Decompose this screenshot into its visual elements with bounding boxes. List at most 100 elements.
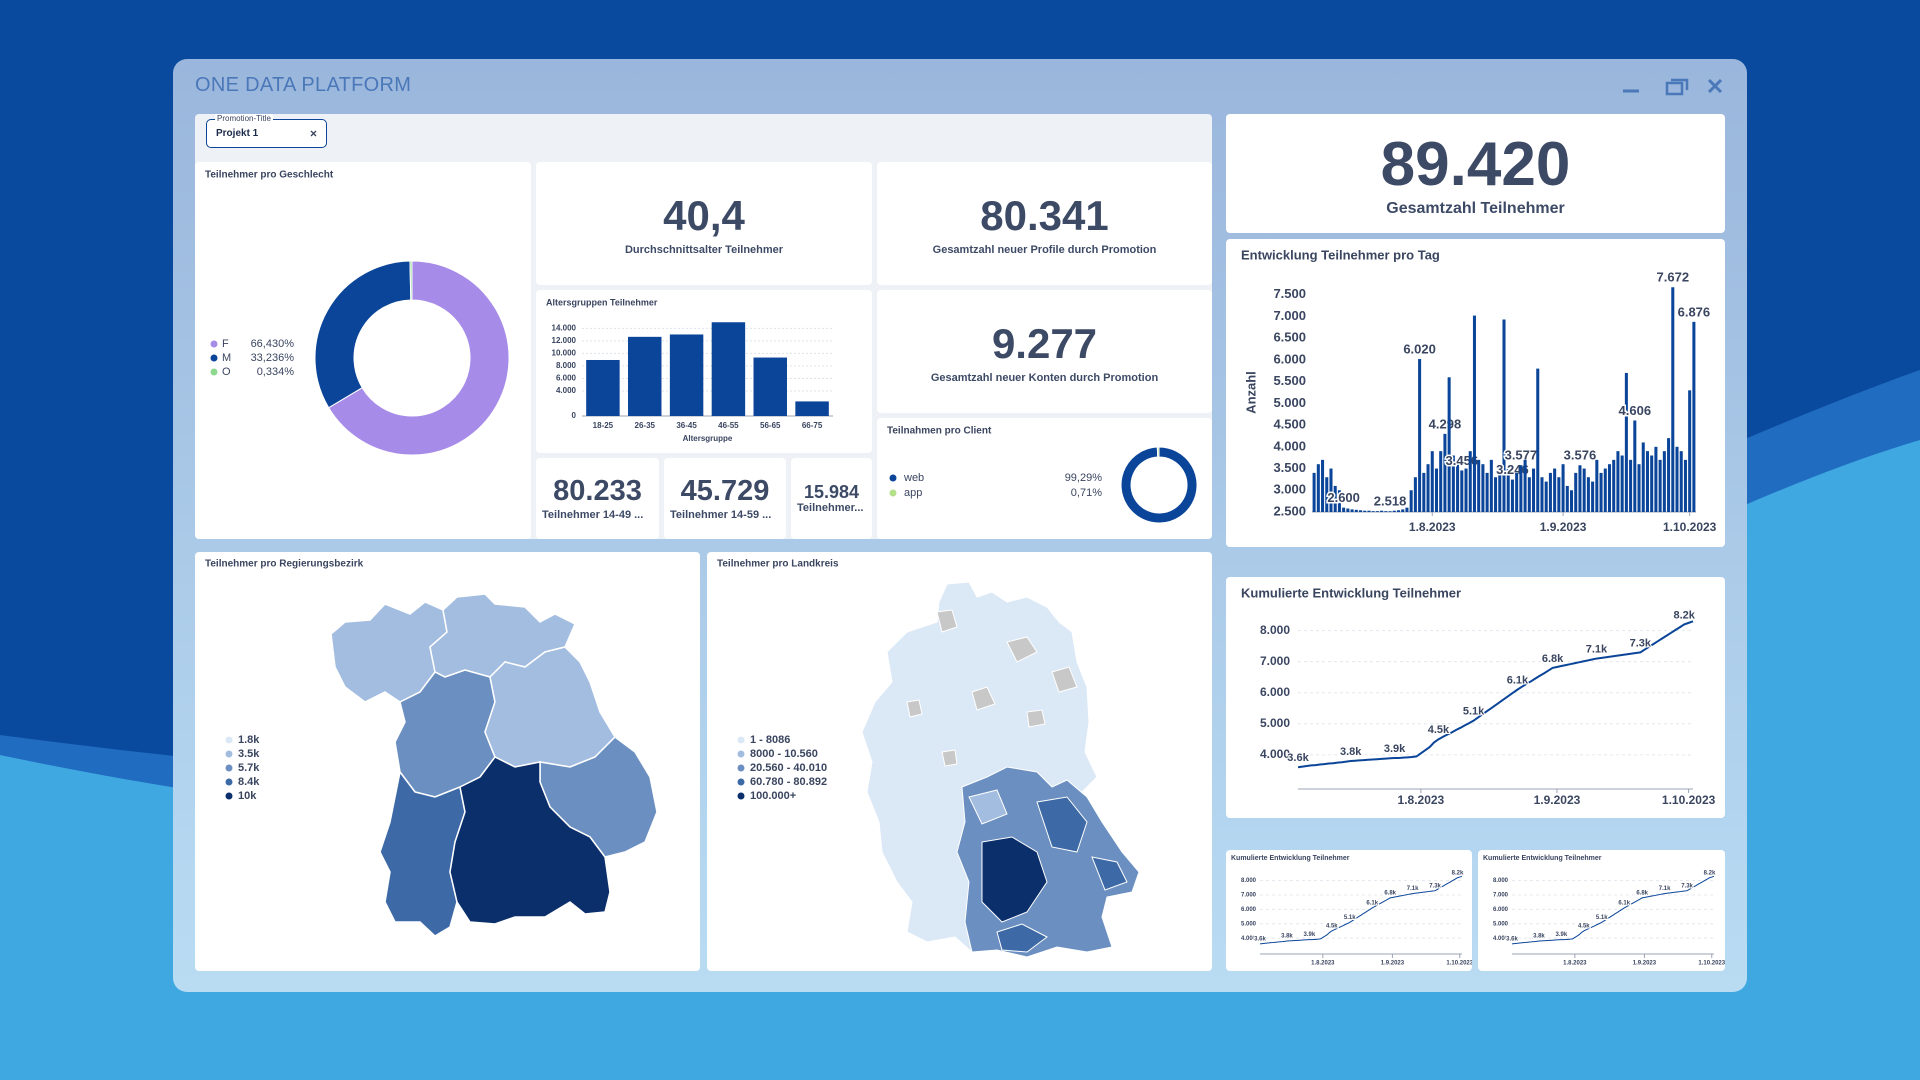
data-label: 5.1k [1596,915,1608,921]
legend-label: M [222,352,231,364]
data-label: 6.1k [1618,901,1630,907]
bar [1553,468,1557,512]
donut-slice [1156,446,1160,458]
legend-value: 99,29% [1065,472,1103,484]
bar [1422,472,1426,512]
bar [1675,446,1679,512]
chart-title: Kumulierte Entwicklung Teilnehmer [1241,585,1461,600]
legend-value: 66,430% [251,338,295,350]
bar [1658,459,1662,512]
legend-dot [210,340,218,348]
bar [1354,509,1358,512]
y-tick-label: 5.500 [1273,373,1306,388]
data-label: 3.6k [1506,937,1518,943]
bar [1502,319,1506,512]
y-tick-label: 7.000 [1260,654,1290,668]
bar [1333,485,1337,512]
bar [1312,472,1316,512]
bar [1595,459,1599,512]
x-tick-label: 26-35 [635,421,656,430]
mini-chart: Kumulierte Entwicklung Teilnehmer 4.000 5.… [1231,855,1472,967]
data-label: 7.672 [1657,270,1690,285]
data-label: 5.1k [1344,915,1356,921]
legend-dot [225,750,233,758]
bar [795,401,829,416]
daily-panel: Entwicklung Teilnehmer pro Tag 2.500 3.000… [1226,239,1725,547]
data-label: 6.876 [1678,304,1711,319]
bar [1607,464,1612,512]
data-label: 2.600 [1327,490,1360,505]
bar [1515,472,1519,512]
bar [1460,470,1464,512]
legend-dot [737,736,745,744]
data-label: 3.8k [1340,746,1362,758]
bar [1380,510,1384,512]
bar [753,357,787,416]
y-tick-label: 5.000 [1241,921,1257,927]
data-label: 3.577 [1505,448,1538,463]
age-panel: Altersgruppen Teilnehmer 0 4.000 6.000 8.000… [536,290,872,453]
legend-label: F [222,338,229,350]
daily-chart: Entwicklung Teilnehmer pro Tag 2.500 3.000… [1241,247,1717,534]
bar [1464,468,1468,512]
kpi-label: Teilnehmer... [797,502,864,514]
bar [1359,510,1363,512]
cumulative-chart: Kumulierte Entwicklung Teilnehmer 4.000 5.… [1241,585,1716,807]
bar [1654,446,1658,512]
filter-clear[interactable] [309,129,319,139]
bar [1498,468,1502,512]
bar [1413,477,1417,512]
bar [1591,481,1595,512]
y-tick-label: 7.000 [1273,308,1306,323]
map-region [906,699,923,718]
data-label: 8.2k [1452,870,1464,876]
kpi-value: 80.233 [553,475,642,507]
y-tick-label: 4.500 [1273,417,1306,432]
bar [1637,464,1641,512]
bar [1371,511,1375,512]
data-label: 3.9k [1384,743,1406,755]
bar [1346,508,1350,512]
bar [1578,465,1582,512]
y-tick-label: 8.000 [1260,623,1290,637]
bar [1426,464,1430,512]
x-tick-label: 46-55 [718,421,739,430]
filter-chip[interactable]: Promotion-Title Projekt 1 [206,114,327,148]
map-region [484,646,616,768]
legend-dot [225,778,233,786]
data-label: 3.9k [1304,932,1316,938]
bar [1367,510,1371,512]
bar [1641,442,1645,512]
bar [1363,510,1367,512]
bar [1477,459,1481,512]
legend-label: 1.8k [238,734,260,746]
bar [1544,481,1548,512]
bar [711,322,746,416]
legend-dot [210,368,218,376]
kpi-label: Teilnehmer 14-59 ... [670,509,772,521]
y-tick-label: 7.000 [1241,893,1257,899]
y-tick-label: 6.000 [1493,907,1509,913]
bar [1481,464,1485,512]
bar [1392,510,1396,512]
bar [1409,490,1413,512]
district-map: Teilnehmer pro Landkreis 1 - 8086 8000 - 1… [717,559,1140,958]
x-tick-label: 1.9.2023 [1633,961,1657,967]
data-label: 7.1k [1659,886,1671,892]
donut-slice [1120,446,1198,524]
y-tick-label: 6.000 [556,374,577,383]
close-button[interactable] [1707,78,1723,94]
kpi-card: 9.277 Gesamtzahl neuer Konten durch Prom… [877,290,1212,413]
legend-dot [225,736,233,744]
data-label: 6.020 [1403,341,1436,356]
restore-button[interactable] [1665,78,1689,96]
x-tick-label: 1.9.2023 [1540,520,1587,534]
chart-title: Altersgruppen Teilnehmer [546,297,658,307]
map-title: Teilnehmer pro Landkreis [717,559,839,570]
data-label: 3.576 [1564,448,1597,463]
data-label: 7.3k [1429,883,1441,889]
line [1297,620,1694,769]
map-region [1091,856,1128,891]
y-tick-label: 0 [572,411,577,420]
kpi-card: 80.341 Gesamtzahl neuer Profile durch Pr… [877,162,1212,285]
